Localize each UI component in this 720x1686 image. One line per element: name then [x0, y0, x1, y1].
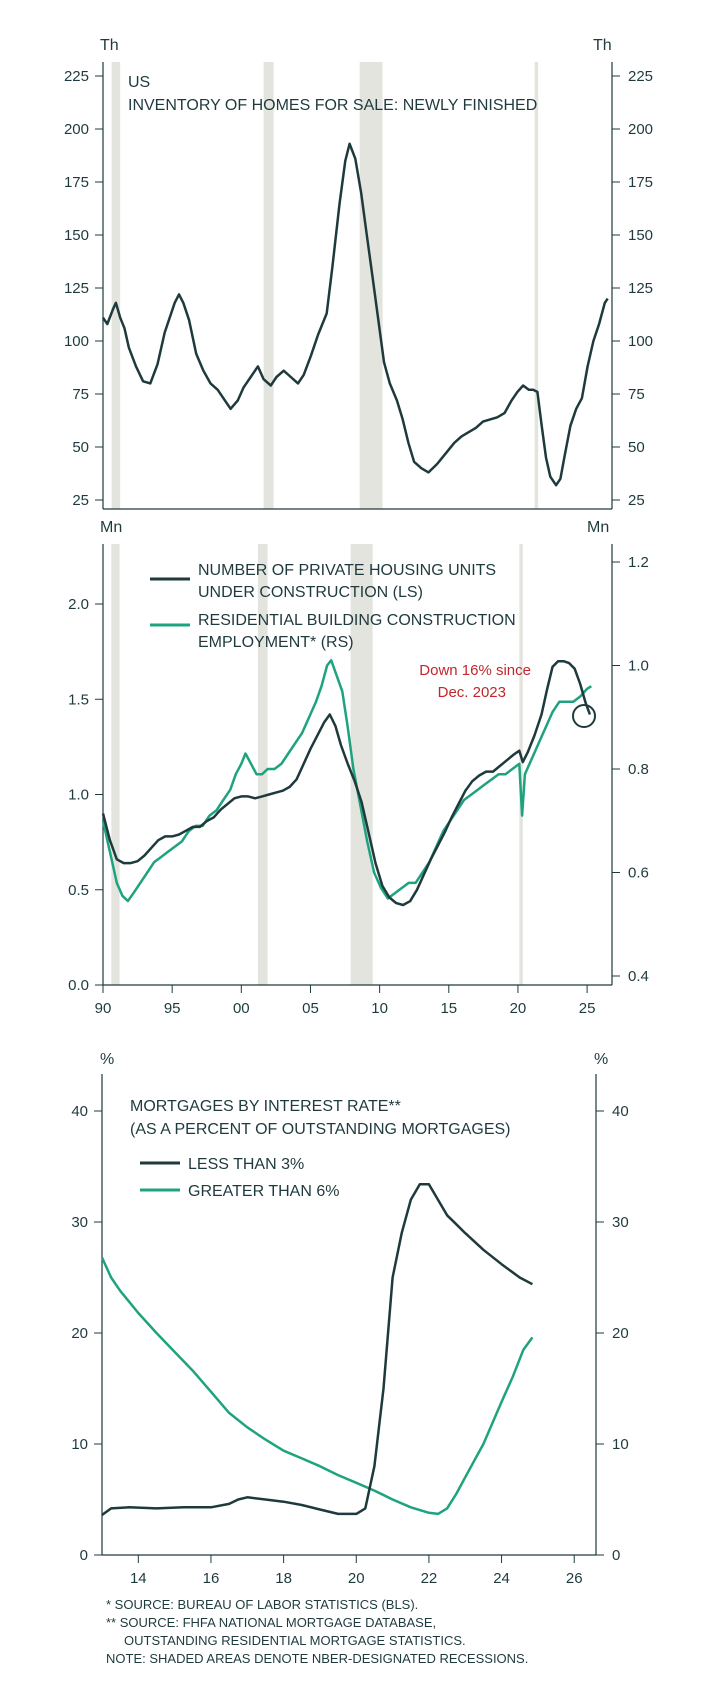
panel1-ytick-label-right: 50 [628, 439, 645, 456]
panel2-xtick-label: 05 [302, 1000, 319, 1017]
panel3-unit-right: % [594, 1051, 608, 1068]
panel3-ytick-label-left: 20 [71, 1325, 88, 1342]
footnote-fhfa: ** SOURCE: FHFA NATIONAL MORTGAGE DATABA… [106, 1615, 436, 1630]
panel3-ytick-label-right: 0 [612, 1547, 620, 1564]
panel3-xtick-label: 20 [348, 1570, 365, 1587]
legend-less-than-3: LESS THAN 3% [188, 1156, 304, 1173]
panel2-xtick-label: 90 [95, 1000, 112, 1017]
panel3-ytick-label-left: 30 [71, 1214, 88, 1231]
panel1-title: INVENTORY OF HOMES FOR SALE: NEWLY FINIS… [128, 97, 537, 114]
panel3-xtick-label: 18 [275, 1570, 292, 1587]
footnote-recessions: NOTE: SHADED AREAS DENOTE NBER-DESIGNATE… [106, 1651, 528, 1666]
construction-chart: 0.0 0.5 1.0 1.5 2.0 0.4 0.6 0.8 1.0 1.2 90 95 00 05 10… [68, 544, 649, 1017]
panel3-xtick-label: 22 [421, 1570, 438, 1587]
panel2-recession-band [257, 544, 268, 985]
panel1-ytick-label-right: 125 [628, 280, 653, 297]
panel3-title-line1: MORTGAGES BY INTEREST RATE** [130, 1098, 401, 1115]
panel1-unit-left: Th [100, 37, 119, 54]
panel1-ytick-label-left: 25 [72, 492, 89, 509]
panel3-ytick-label-right: 20 [612, 1325, 629, 1342]
panel2-ytick-label-left: 0.0 [68, 977, 89, 994]
panel1-ytick-label-right: 200 [628, 121, 653, 138]
panel3-xtick-label: 16 [203, 1570, 220, 1587]
panel2-recession-band [350, 544, 373, 985]
panel2-xtick-label: 25 [579, 1000, 596, 1017]
panel1-ytick-label-left: 50 [72, 439, 89, 456]
annotation-circle [572, 704, 596, 728]
panel3-xtick-label: 24 [493, 1570, 510, 1587]
panel2-xtick-label: 15 [440, 1000, 457, 1017]
inventory-chart: 25 50 75 100 125 150 175 200 225 25 50 75 100 125 150 1… [64, 62, 653, 510]
panel3-ytick-label-right: 30 [612, 1214, 629, 1231]
panel2-xtick-label: 20 [510, 1000, 527, 1017]
panel1-ytick-label-right: 100 [628, 333, 653, 350]
legend-employment-line2: EMPLOYMENT* (RS) [198, 634, 354, 651]
panel3-ytick-label-left: 0 [80, 1547, 88, 1564]
panel1-recession-band [263, 62, 274, 509]
panel3-ytick-label-left: 40 [71, 1103, 88, 1120]
panel2-xtick-label: 00 [233, 1000, 250, 1017]
panel1-ytick-label-left: 175 [64, 174, 89, 191]
panel2-xtick-label: 95 [164, 1000, 181, 1017]
panel1-ytick-label-left: 200 [64, 121, 89, 138]
legend-employment-line1: RESIDENTIAL BUILDING CONSTRUCTION [198, 612, 516, 629]
annotation-line2: Dec. 2023 [438, 684, 506, 701]
panel1-ytick-label-right: 25 [628, 492, 645, 509]
panel1-ytick-label-right: 175 [628, 174, 653, 191]
panel1-ytick-label-left: 100 [64, 333, 89, 350]
panel2-unit-left: Mn [100, 519, 122, 536]
mortgage-chart: 0 10 20 30 40 0 10 20 30 40 14 16 18 20 22 24 26 [71, 1074, 629, 1587]
legend-units-line1: NUMBER OF PRIVATE HOUSING UNITS [198, 562, 496, 579]
panel2-ytick-label-right: 1.2 [628, 554, 649, 571]
panel1-ytick-label-right: 225 [628, 68, 653, 85]
panel1-ytick-label-right: 150 [628, 227, 653, 244]
panel3-ytick-label-right: 10 [612, 1436, 629, 1453]
footnote-fhfa-cont: OUTSTANDING RESIDENTIAL MORTGAGE STATIST… [124, 1633, 466, 1648]
employment-line [101, 659, 592, 903]
inventory-line [101, 142, 609, 487]
panel1-recession-band [534, 62, 539, 509]
greater-than-6-line [100, 1256, 534, 1516]
panel3-xtick-label: 14 [130, 1570, 147, 1587]
panel2-unit-right: Mn [587, 519, 609, 536]
panel2-ytick-label-right: 1.0 [628, 658, 649, 675]
panel1-recession-band [111, 62, 121, 509]
legend-greater-than-6: GREATER THAN 6% [188, 1183, 339, 1200]
panel1-ytick-label-left: 75 [72, 386, 89, 403]
panel2-ytick-label-right: 0.6 [628, 865, 649, 882]
units-under-construction-line [101, 659, 592, 907]
panel2-ytick-label-left: 2.0 [68, 596, 89, 613]
legend-units-line2: UNDER CONSTRUCTION (LS) [198, 584, 423, 601]
panel2-ytick-label-right: 0.4 [628, 968, 649, 985]
panel3-title-line2: (AS A PERCENT OF OUTSTANDING MORTGAGES) [130, 1121, 511, 1138]
panel2-ytick-label-left: 1.0 [68, 787, 89, 804]
panel2-ytick-label-left: 0.5 [68, 882, 89, 899]
panel2-ytick-label-left: 1.5 [68, 691, 89, 708]
panel1-ytick-label-left: 150 [64, 227, 89, 244]
panel3-xtick-label: 26 [566, 1570, 583, 1587]
panel2-ytick-label-right: 0.8 [628, 761, 649, 778]
panel1-ytick-label-left: 225 [64, 68, 89, 85]
panel2-xtick-label: 10 [371, 1000, 388, 1017]
footnote-bls: * SOURCE: BUREAU OF LABOR STATISTICS (BL… [106, 1597, 418, 1612]
panel1-title-region: US [128, 74, 150, 91]
panel3-ytick-label-right: 40 [612, 1103, 629, 1120]
panel3-ytick-label-left: 10 [71, 1436, 88, 1453]
less-than-3-line [101, 1183, 533, 1517]
panel3-unit-left: % [100, 1051, 114, 1068]
panel2-recession-band [519, 544, 523, 985]
panel2-recession-band [111, 544, 120, 985]
annotation-line1: Down 16% since [419, 662, 531, 679]
panel1-unit-right: Th [593, 37, 612, 54]
panel1-recession-band [359, 62, 383, 509]
panel1-ytick-label-right: 75 [628, 386, 645, 403]
panel1-ytick-label-left: 125 [64, 280, 89, 297]
